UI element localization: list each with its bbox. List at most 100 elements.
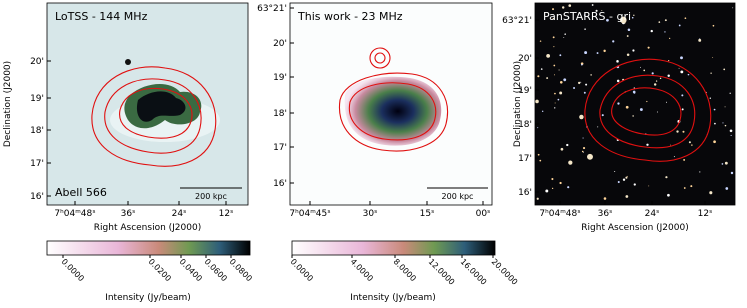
colorbar-tick-label: 0.0400 bbox=[178, 257, 204, 283]
star bbox=[580, 81, 582, 83]
colorbar-tick-label: 0.0600 bbox=[203, 257, 229, 283]
y-tick-label: 16' bbox=[273, 179, 287, 189]
star bbox=[647, 46, 650, 49]
star bbox=[643, 69, 646, 72]
star bbox=[665, 176, 668, 179]
y-tick-label: 20' bbox=[273, 39, 287, 49]
star bbox=[590, 74, 592, 76]
star bbox=[682, 130, 685, 133]
scale-bar-label: 200 kpc bbox=[442, 192, 474, 201]
star bbox=[540, 68, 543, 70]
panel-label: This work - 23 MHz bbox=[297, 10, 403, 23]
star bbox=[573, 87, 576, 90]
star bbox=[564, 33, 566, 35]
star bbox=[713, 108, 716, 111]
star bbox=[603, 49, 606, 53]
star bbox=[578, 81, 581, 85]
star bbox=[559, 54, 562, 57]
star bbox=[653, 83, 657, 86]
x-tick-label: 36ˢ bbox=[121, 209, 136, 219]
star bbox=[658, 21, 661, 23]
star bbox=[710, 72, 712, 74]
star bbox=[583, 91, 586, 94]
colorbar-tick-label: 0.0800 bbox=[228, 257, 254, 283]
star bbox=[681, 94, 684, 97]
star bbox=[553, 64, 556, 67]
star bbox=[664, 31, 666, 33]
star bbox=[559, 181, 562, 185]
star bbox=[551, 187, 554, 190]
star bbox=[655, 80, 658, 82]
y-tick-label: 17' bbox=[30, 159, 44, 169]
optical-image bbox=[534, 2, 736, 206]
star bbox=[678, 24, 681, 27]
star bbox=[667, 74, 670, 77]
y-tick-label: 20' bbox=[30, 57, 44, 67]
star bbox=[626, 35, 629, 37]
star bbox=[552, 8, 555, 11]
star bbox=[558, 69, 560, 71]
y-tick-label: 17' bbox=[273, 143, 287, 153]
star bbox=[567, 186, 570, 189]
star bbox=[691, 144, 693, 146]
y-tick-label: 16' bbox=[30, 192, 44, 202]
colorbar-label: Intensity (Jy/beam) bbox=[105, 293, 191, 303]
star bbox=[584, 28, 586, 30]
star bbox=[614, 171, 616, 173]
colorbar-tick-label: 0.0000 bbox=[60, 257, 86, 283]
x-tick-label: 00ˢ bbox=[476, 209, 491, 219]
x-tick-label: 24ˢ bbox=[172, 209, 187, 219]
star bbox=[581, 150, 584, 153]
star bbox=[721, 163, 724, 165]
star bbox=[640, 66, 641, 68]
radio-emission bbox=[344, 76, 442, 146]
x-tick-label: 36ˢ bbox=[598, 209, 613, 219]
radio-core bbox=[136, 91, 186, 122]
star bbox=[627, 28, 631, 32]
star bbox=[591, 4, 594, 6]
star bbox=[539, 40, 542, 42]
star bbox=[625, 105, 629, 109]
star bbox=[568, 160, 573, 165]
colorbar bbox=[291, 240, 496, 256]
point-source bbox=[125, 59, 131, 65]
star bbox=[603, 197, 607, 200]
star bbox=[729, 92, 731, 94]
star bbox=[668, 60, 670, 62]
star bbox=[587, 153, 593, 160]
star bbox=[730, 171, 734, 175]
y-axis-label: Declination (J2000) bbox=[3, 61, 13, 147]
star bbox=[680, 70, 684, 74]
star bbox=[582, 146, 586, 150]
star bbox=[723, 68, 726, 71]
star bbox=[554, 92, 556, 95]
star bbox=[546, 77, 549, 79]
star bbox=[536, 197, 539, 200]
star bbox=[561, 6, 565, 9]
star bbox=[699, 37, 701, 39]
panel-label: PanSTARRS - gri bbox=[543, 10, 631, 23]
x-tick-label: 12ˢ bbox=[698, 209, 713, 219]
scale-bar-label: 200 kpc bbox=[195, 192, 227, 201]
x-tick-label: 7ʰ04ᵐ45ˢ bbox=[289, 209, 330, 219]
star bbox=[684, 17, 687, 20]
star bbox=[560, 147, 564, 151]
star bbox=[563, 37, 565, 38]
panel-label: LoTSS - 144 MHz bbox=[55, 10, 148, 23]
star bbox=[729, 129, 733, 133]
star bbox=[554, 74, 556, 76]
star bbox=[554, 102, 556, 104]
y-tick-label: 17' bbox=[518, 154, 532, 164]
star bbox=[546, 53, 551, 58]
colorbar bbox=[46, 240, 251, 256]
star bbox=[601, 114, 604, 117]
star bbox=[535, 99, 539, 104]
star bbox=[617, 102, 620, 105]
y-axis-label: Declination (J2000) bbox=[513, 61, 523, 147]
star bbox=[537, 75, 540, 78]
star bbox=[681, 108, 684, 111]
star bbox=[626, 175, 628, 177]
y-tick-label: 19' bbox=[518, 86, 532, 96]
star bbox=[646, 100, 648, 103]
star bbox=[584, 51, 588, 55]
